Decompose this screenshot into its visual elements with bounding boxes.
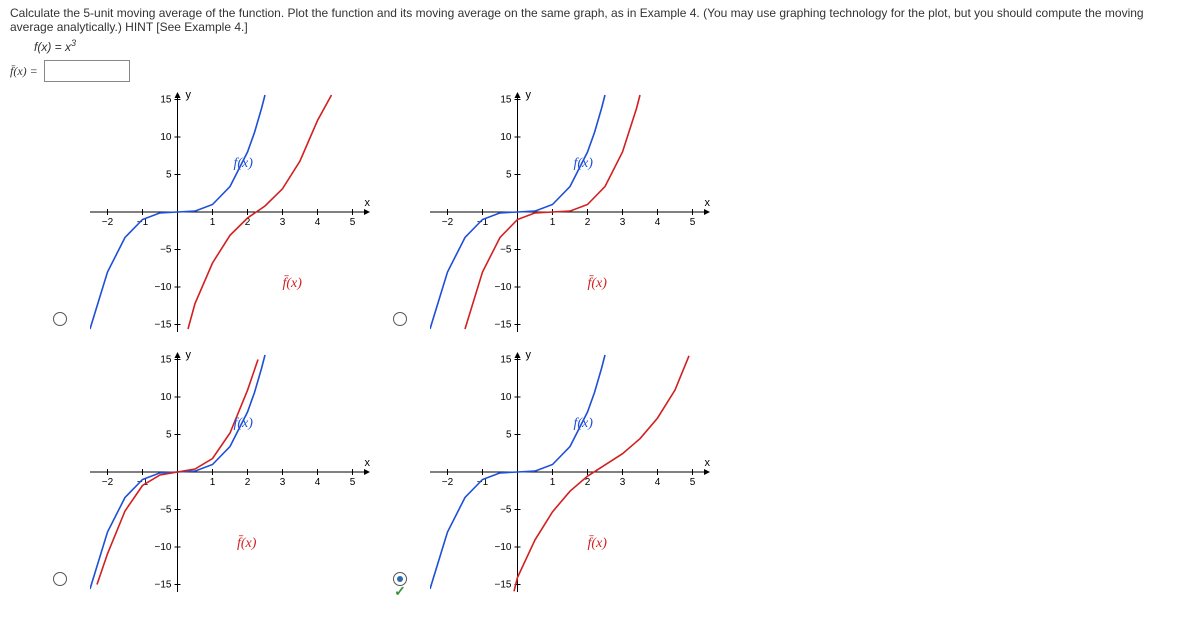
svg-text:1: 1 <box>550 477 556 488</box>
chart-cell-B: −2−112345−15−10−551015xyf(x)f̄(x) <box>430 92 710 332</box>
svg-text:f(x): f(x) <box>574 156 594 171</box>
svg-text:1: 1 <box>550 217 556 228</box>
svg-text:10: 10 <box>500 132 512 143</box>
svg-text:−5: −5 <box>160 245 172 256</box>
options-grid: −2−112345−15−10−551015xyf(x)f̄(x)−2−1123… <box>40 92 1190 592</box>
svg-text:−2: −2 <box>442 217 454 228</box>
svg-text:−15: −15 <box>495 580 512 591</box>
svg-text:5: 5 <box>166 170 172 181</box>
svg-text:f̄(x): f̄(x) <box>588 535 608 551</box>
svg-text:y: y <box>526 92 532 101</box>
chart-option-C: −2−112345−15−10−551015xyf(x)f̄(x) <box>90 352 370 592</box>
svg-text:−10: −10 <box>155 282 172 293</box>
svg-text:10: 10 <box>500 392 512 403</box>
svg-text:−10: −10 <box>155 542 172 553</box>
svg-text:4: 4 <box>315 477 321 488</box>
svg-text:5: 5 <box>350 217 356 228</box>
svg-text:3: 3 <box>620 477 626 488</box>
svg-text:1: 1 <box>210 477 216 488</box>
svg-text:2: 2 <box>245 477 251 488</box>
chart-cell-A: −2−112345−15−10−551015xyf(x)f̄(x) <box>90 92 370 332</box>
svg-text:y: y <box>186 352 192 361</box>
svg-text:3: 3 <box>280 217 286 228</box>
svg-text:y: y <box>526 352 532 361</box>
option-radio-B[interactable] <box>380 312 420 332</box>
chart-cell-D: −2−112345−15−10−551015xyf(x)f̄(x) <box>430 352 710 592</box>
svg-text:x: x <box>705 197 711 209</box>
svg-text:5: 5 <box>506 430 512 441</box>
svg-text:−2: −2 <box>442 477 454 488</box>
svg-text:−2: −2 <box>102 477 114 488</box>
svg-text:x: x <box>365 457 371 469</box>
svg-text:15: 15 <box>160 95 172 106</box>
answer-input[interactable] <box>44 60 130 82</box>
option-radio-A[interactable] <box>40 312 80 332</box>
svg-text:15: 15 <box>160 355 172 366</box>
svg-text:−10: −10 <box>495 542 512 553</box>
function-definition: f(x) = x3 <box>34 38 1190 54</box>
svg-text:−15: −15 <box>155 320 172 331</box>
option-radio-D[interactable]: ✓ <box>380 572 420 592</box>
svg-text:−5: −5 <box>500 245 512 256</box>
svg-text:−10: −10 <box>495 282 512 293</box>
svg-text:1: 1 <box>210 217 216 228</box>
svg-text:4: 4 <box>315 217 321 228</box>
curve-fbar <box>514 356 689 592</box>
svg-text:f̄(x): f̄(x) <box>588 275 608 291</box>
chart-option-D: −2−112345−15−10−551015xyf(x)f̄(x) <box>430 352 710 592</box>
svg-text:15: 15 <box>500 95 512 106</box>
svg-text:f(x): f(x) <box>574 416 594 431</box>
svg-text:2: 2 <box>585 217 591 228</box>
svg-text:5: 5 <box>506 170 512 181</box>
chart-cell-C: −2−112345−15−10−551015xyf(x)f̄(x) <box>90 352 370 592</box>
svg-text:−5: −5 <box>500 505 512 516</box>
svg-text:3: 3 <box>620 217 626 228</box>
svg-text:5: 5 <box>690 217 696 228</box>
chart-option-B: −2−112345−15−10−551015xyf(x)f̄(x) <box>430 92 710 332</box>
svg-text:3: 3 <box>280 477 286 488</box>
svg-text:f̄(x): f̄(x) <box>283 275 303 291</box>
option-radio-C[interactable] <box>40 572 80 592</box>
svg-text:−15: −15 <box>495 320 512 331</box>
svg-text:10: 10 <box>160 392 172 403</box>
svg-text:4: 4 <box>655 217 661 228</box>
correct-checkmark-icon: ✓ <box>394 583 406 600</box>
svg-text:f(x): f(x) <box>234 416 254 431</box>
question-text: Calculate the 5-unit moving average of t… <box>10 6 1190 34</box>
svg-text:15: 15 <box>500 355 512 366</box>
answer-lhs: f̄(x) = <box>10 64 38 79</box>
svg-text:−5: −5 <box>160 505 172 516</box>
svg-text:10: 10 <box>160 132 172 143</box>
svg-text:4: 4 <box>655 477 661 488</box>
svg-text:x: x <box>705 457 711 469</box>
svg-text:y: y <box>186 92 192 101</box>
svg-text:−15: −15 <box>155 580 172 591</box>
answer-row: f̄(x) = <box>10 60 1190 82</box>
svg-text:−2: −2 <box>102 217 114 228</box>
chart-option-A: −2−112345−15−10−551015xyf(x)f̄(x) <box>90 92 370 332</box>
svg-text:5: 5 <box>690 477 696 488</box>
svg-text:f(x): f(x) <box>234 156 254 171</box>
svg-text:5: 5 <box>350 477 356 488</box>
svg-text:f̄(x): f̄(x) <box>237 535 257 551</box>
svg-text:x: x <box>365 197 371 209</box>
svg-text:5: 5 <box>166 430 172 441</box>
